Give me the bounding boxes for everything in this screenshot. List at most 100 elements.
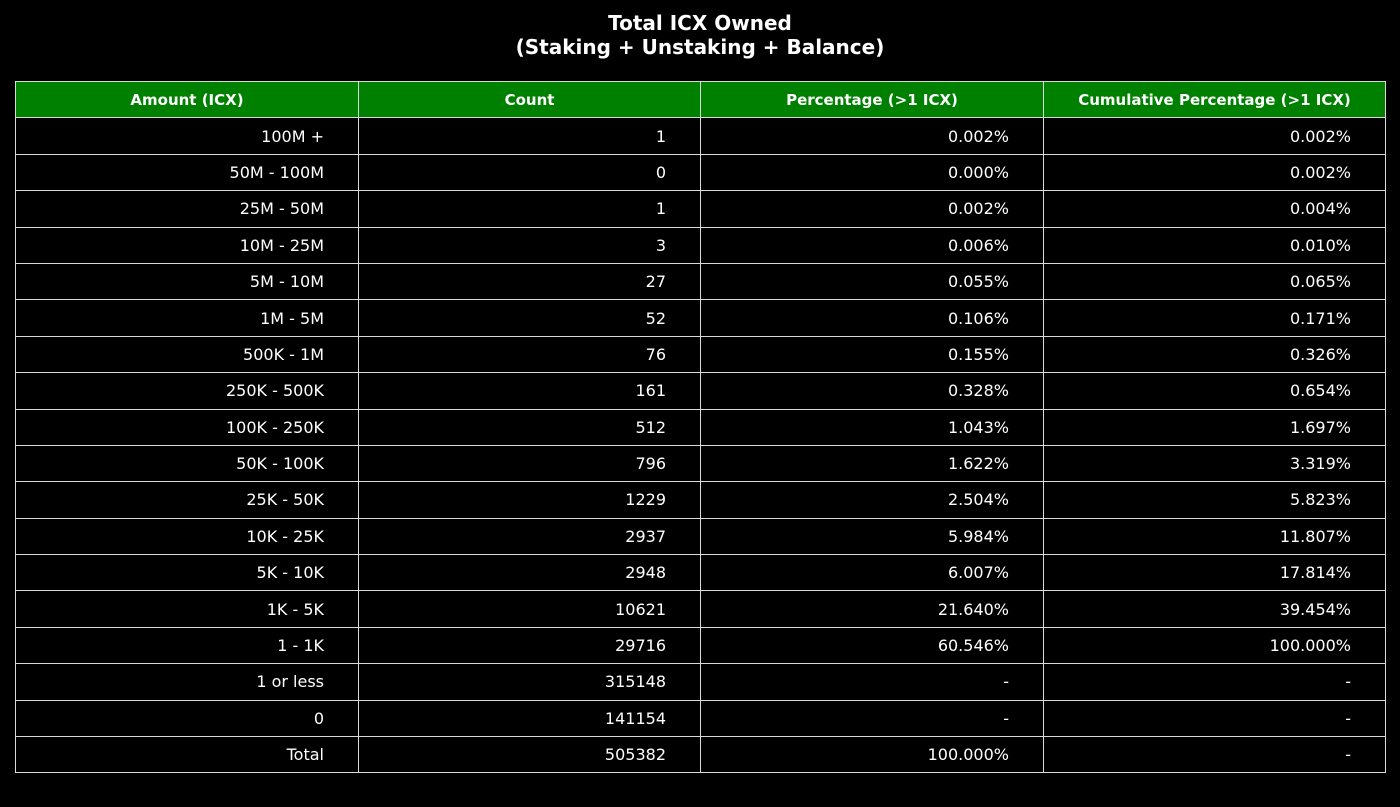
table-cell: 5M - 10M	[15, 262, 359, 301]
table-cell: 100K - 250K	[15, 408, 359, 446]
table-cell: 10M - 25M	[15, 226, 359, 264]
table-cell: 0.326%	[1043, 335, 1386, 374]
table-cell: 100.000%	[1043, 626, 1386, 665]
table-cell: 0.328%	[700, 372, 1044, 410]
table-cell: 0.002%	[1043, 117, 1386, 155]
table-cell: -	[1043, 663, 1386, 701]
column-header: Cumulative Percentage (>1 ICX)	[1043, 80, 1386, 119]
chart-title: Total ICX Owned (Staking + Unstaking + B…	[0, 11, 1400, 59]
table-cell: 1	[358, 117, 701, 155]
table-cell: 60.546%	[700, 626, 1044, 665]
chart-title-line: Total ICX Owned	[608, 11, 792, 35]
table-cell: 315148	[358, 663, 701, 701]
table-row: 1 or less 315148- -	[15, 663, 1386, 701]
table-row: 25K - 50K 1229 2.504% 5.823%	[15, 481, 1386, 519]
table-cell: 796	[358, 444, 701, 483]
table-cell: 500K - 1M	[15, 335, 359, 374]
table-cell: -	[700, 663, 1044, 701]
table-cell: 10K - 25K	[15, 517, 359, 556]
table-row: 1 - 1K 29716 60.546% 100.000%	[15, 626, 1386, 665]
table-cell: 0.055%	[700, 262, 1044, 301]
table-cell: -	[700, 699, 1044, 738]
table-row: 10K - 25K 2937 5.984% 11.807%	[15, 517, 1386, 556]
table-cell: 0.000%	[700, 153, 1044, 192]
table-row: 5K - 10K 2948 6.007% 17.814%	[15, 554, 1386, 592]
table-cell: 3.319%	[1043, 444, 1386, 483]
table-cell: 27	[358, 262, 701, 301]
table-row: 1M - 5M 52 0.106% 0.171%	[15, 299, 1386, 337]
table-row: 25M - 50M 1 0.002% 0.004%	[15, 190, 1386, 228]
table-cell: 0.002%	[700, 117, 1044, 155]
table-row: 1K - 5K 10621 21.640% 39.454%	[15, 590, 1386, 628]
table-row: 50M - 100M 0 0.000% 0.002%	[15, 153, 1386, 192]
table-cell: 1	[358, 190, 701, 228]
table-header: Amount (ICX) Count Percentage (>1 ICX) Cumu…	[15, 80, 1386, 119]
table-cell: 0.155%	[700, 335, 1044, 374]
table-cell: 0.106%	[700, 299, 1044, 337]
table-cell: 0.171%	[1043, 299, 1386, 337]
table-cell: 1.043%	[700, 408, 1044, 446]
table-cell: 6.007%	[700, 554, 1044, 592]
table-cell: 11.807%	[1043, 517, 1386, 556]
column-header: Percentage (>1 ICX)	[700, 80, 1044, 119]
column-header: Count	[358, 80, 701, 119]
table-row: 50K - 100K 796 1.622% 3.319%	[15, 444, 1386, 483]
table-cell: 0.004%	[1043, 190, 1386, 228]
table-cell: 5.823%	[1043, 481, 1386, 519]
table-cell: 1K - 5K	[15, 590, 359, 628]
table-cell: 39.454%	[1043, 590, 1386, 628]
table-cell: 1.622%	[700, 444, 1044, 483]
table-row: 250K - 500K 161 0.328% 0.654%	[15, 372, 1386, 410]
table-cell: 52	[358, 299, 701, 337]
table-row: 10M - 25M 3 0.006% 0.010%	[15, 226, 1386, 264]
table-cell: 0.654%	[1043, 372, 1386, 410]
table-cell: 25K - 50K	[15, 481, 359, 519]
column-header: Amount (ICX)	[15, 80, 359, 119]
table-cell: 5K - 10K	[15, 554, 359, 592]
table-cell: 512	[358, 408, 701, 446]
header-row: Amount (ICX) Count Percentage (>1 ICX) Cumu…	[15, 80, 1386, 119]
table-cell: 0.006%	[700, 226, 1044, 264]
table-cell: 1 or less	[15, 663, 359, 701]
table-cell: 17.814%	[1043, 554, 1386, 592]
table-cell: 0.002%	[700, 190, 1044, 228]
table-cell: -	[1043, 736, 1386, 774]
table-cell: 100M +	[15, 117, 359, 155]
table-cell: 29716	[358, 626, 701, 665]
table-cell: 3	[358, 226, 701, 264]
table-row: 500K - 1M 76 0.155% 0.326%	[15, 335, 1386, 374]
table-cell: 50K - 100K	[15, 444, 359, 483]
table-cell: 0.002%	[1043, 153, 1386, 192]
table-cell: 1.697%	[1043, 408, 1386, 446]
table-body: 100M +1 0.002% 0.002% 50M - 100M 0 0.000% 0.00…	[15, 117, 1386, 774]
table-row: 100K - 250K 512 1.043% 1.697%	[15, 408, 1386, 446]
table-row: Total 505382 100.000% -	[15, 736, 1386, 774]
table-cell: 141154	[358, 699, 701, 738]
table-cell: 1 - 1K	[15, 626, 359, 665]
table-cell: 50M - 100M	[15, 153, 359, 192]
table-cell: 0.065%	[1043, 262, 1386, 301]
table-cell: 21.640%	[700, 590, 1044, 628]
table-cell: 1229	[358, 481, 701, 519]
table-cell: 10621	[358, 590, 701, 628]
table-cell: 5.984%	[700, 517, 1044, 556]
table-cell: 0	[15, 699, 359, 738]
table-row: 0 141154- -	[15, 699, 1386, 738]
table-cell: 2937	[358, 517, 701, 556]
table-cell: 505382	[358, 736, 701, 774]
table-cell: 2.504%	[700, 481, 1044, 519]
table-cell: 1M - 5M	[15, 299, 359, 337]
table-cell: 2948	[358, 554, 701, 592]
table-cell: 250K - 500K	[15, 372, 359, 410]
table-cell: 100.000%	[700, 736, 1044, 774]
table-cell: -	[1043, 699, 1386, 738]
table-cell: 0.010%	[1043, 226, 1386, 264]
chart-subtitle-line: (Staking + Unstaking + Balance)	[515, 35, 885, 59]
table-row: 100M +1 0.002% 0.002%	[15, 117, 1386, 155]
table-cell: 76	[358, 335, 701, 374]
table-row: 5M - 10M 27 0.055% 0.065%	[15, 262, 1386, 301]
table-cell: 161	[358, 372, 701, 410]
data-table: Amount (ICX) Count Percentage (>1 ICX) Cumu…	[15, 80, 1386, 774]
table-cell: 25M - 50M	[15, 190, 359, 228]
table-cell: Total	[15, 736, 359, 774]
